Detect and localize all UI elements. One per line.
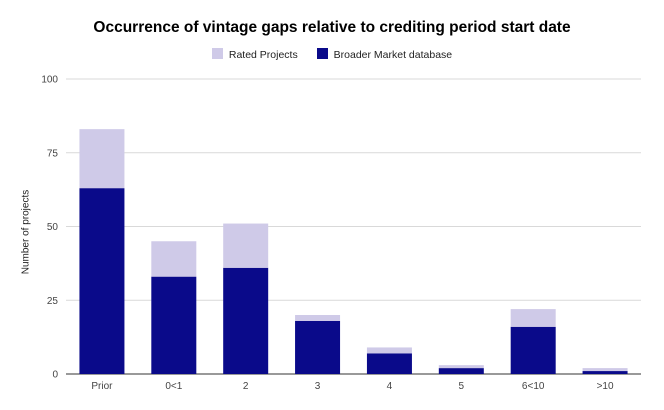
x-tick-label: 5 [459, 381, 465, 392]
legend-swatch-broader-market [316, 48, 328, 59]
bar-broader-market [223, 267, 269, 374]
y-tick-label: 25 [47, 296, 59, 307]
bar-rated-projects [151, 241, 197, 277]
legend-item-rated-projects: Rated Projects [211, 48, 298, 61]
bar-rated-projects [295, 315, 341, 321]
x-tick-label: Prior [91, 381, 113, 392]
legend-label-broader-market: Broader Market database [333, 49, 453, 61]
bar-rated-projects [366, 347, 412, 354]
bar-broader-market [438, 368, 484, 374]
chart-title: Occurrence of vintage gaps relative to c… [93, 19, 571, 36]
bar-broader-market [366, 353, 412, 374]
x-tick-label: >10 [597, 381, 614, 392]
y-tick-label: 75 [47, 148, 59, 159]
x-tick-label: 3 [315, 381, 321, 392]
y-tick-label: 50 [47, 222, 59, 233]
bar-rated-projects [79, 129, 125, 189]
bar-broader-market [79, 188, 125, 374]
y-tick-label: 0 [52, 370, 58, 381]
legend-label-rated-projects: Rated Projects [228, 49, 298, 61]
bar-rated-projects [582, 368, 628, 372]
legend-item-broader-market: Broader Market database [316, 48, 453, 61]
x-tick-label: 0<1 [165, 381, 182, 392]
bar-rated-projects [510, 309, 556, 327]
x-tick-label: 4 [387, 381, 393, 392]
bar-rated-projects [223, 223, 269, 268]
y-tick-label: 100 [41, 75, 58, 86]
bar-broader-market [151, 276, 197, 374]
bar-rated-projects [438, 365, 484, 369]
x-tick-label: 6<10 [522, 381, 545, 392]
x-tick-label: 2 [243, 381, 249, 392]
bar-broader-market [295, 320, 341, 374]
bar-broader-market [582, 371, 628, 374]
bar-broader-market [510, 326, 556, 374]
legend-swatch-rated-projects [211, 48, 223, 59]
legend: Rated Projects Broader Market database [0, 48, 664, 61]
